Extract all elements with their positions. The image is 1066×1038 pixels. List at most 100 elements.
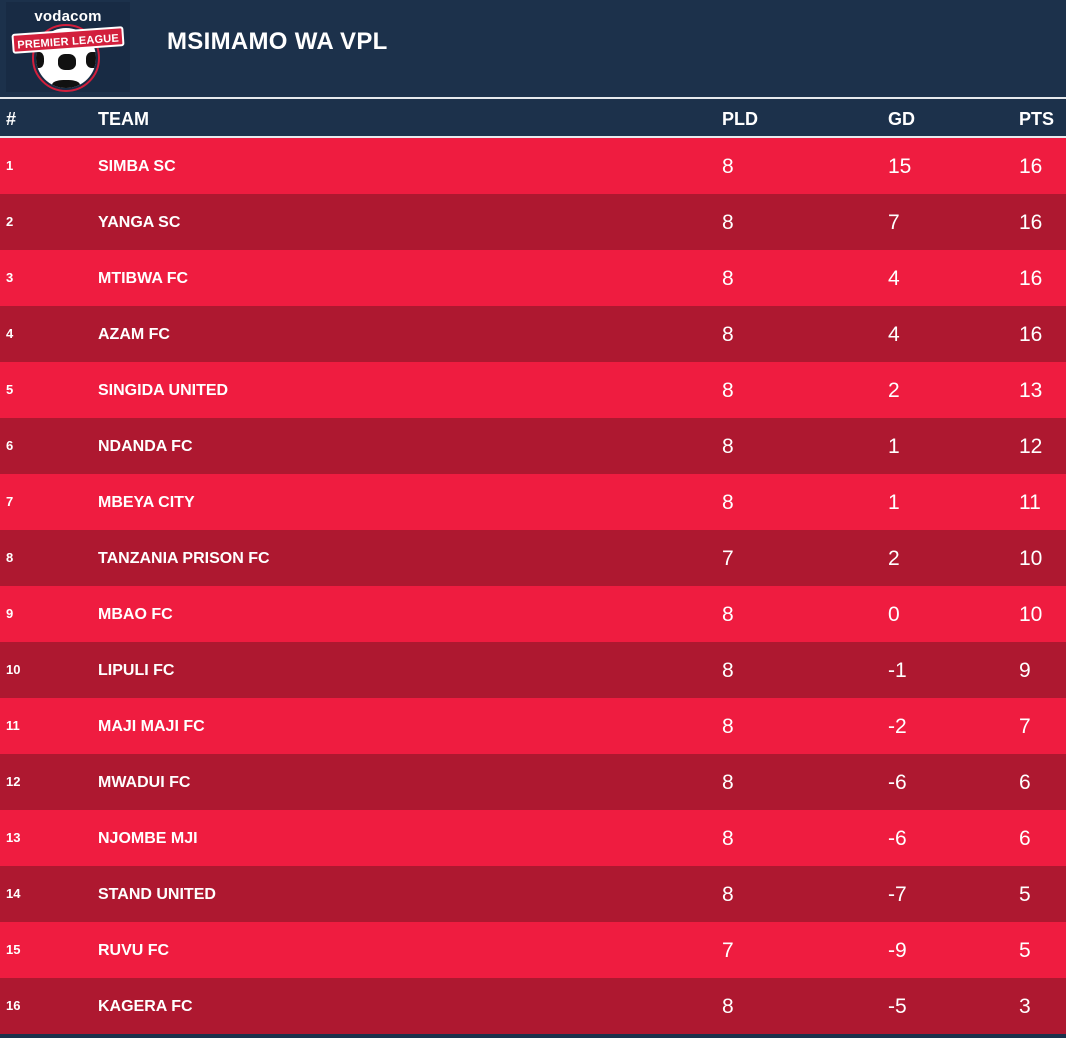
logo-banner: PREMIER LEAGUE <box>11 26 125 54</box>
table-header: # TEAM PLD GD PTS <box>0 97 1066 138</box>
row-team: KAGERA FC <box>98 998 193 1015</box>
row-pos: 8 <box>6 550 14 565</box>
row-pos: 16 <box>6 998 21 1013</box>
row-pld: 8 <box>722 323 734 346</box>
table-row: 6 NDANDA FC 8 1 12 <box>0 418 1066 474</box>
table-row: 12 MWADUI FC 8 -6 6 <box>0 754 1066 810</box>
table-row: 7 MBEYA CITY 8 1 11 <box>0 474 1066 530</box>
row-pts: 7 <box>1019 715 1031 738</box>
row-pos: 11 <box>6 718 20 733</box>
row-pld: 8 <box>722 155 734 178</box>
row-pos: 4 <box>6 326 14 341</box>
row-pld: 8 <box>722 379 734 402</box>
row-pld: 8 <box>722 211 734 234</box>
row-team: MWADUI FC <box>98 774 191 791</box>
row-team: NDANDA FC <box>98 438 193 455</box>
row-gd: 2 <box>888 547 900 570</box>
row-pos: 15 <box>6 942 21 957</box>
table-row: 10 LIPULI FC 8 -1 9 <box>0 642 1066 698</box>
row-pos: 1 <box>6 158 14 173</box>
row-team: MBEYA CITY <box>98 494 195 511</box>
row-pos: 10 <box>6 662 21 677</box>
row-gd: -7 <box>888 883 907 906</box>
row-pld: 8 <box>722 995 734 1018</box>
row-pld: 8 <box>722 267 734 290</box>
table-row: 9 MBAO FC 8 0 10 <box>0 586 1066 642</box>
row-pts: 10 <box>1019 547 1043 570</box>
row-pts: 13 <box>1019 379 1043 402</box>
row-team: MBAO FC <box>98 606 173 623</box>
row-gd: 15 <box>888 155 912 178</box>
row-team: LIPULI FC <box>98 662 175 679</box>
row-pts: 3 <box>1019 995 1031 1018</box>
row-pos: 7 <box>6 494 14 509</box>
row-team: MAJI MAJI FC <box>98 718 205 735</box>
row-pts: 6 <box>1019 771 1031 794</box>
header-pos: # <box>6 109 17 129</box>
row-pld: 8 <box>722 715 734 738</box>
row-gd: -1 <box>888 659 907 682</box>
row-pts: 5 <box>1019 939 1031 962</box>
table-row: 3 MTIBWA FC 8 4 16 <box>0 250 1066 306</box>
row-gd: 2 <box>888 379 900 402</box>
row-pts: 16 <box>1019 211 1043 234</box>
table-row: 5 SINGIDA UNITED 8 2 13 <box>0 362 1066 418</box>
row-pld: 7 <box>722 547 734 570</box>
row-team: SIMBA SC <box>98 158 176 175</box>
header-team: TEAM <box>98 109 149 129</box>
row-team: YANGA SC <box>98 214 181 231</box>
page-header: vodacom PREMIER LEAGUE MSIMAMO WA VPL <box>0 0 1066 97</box>
row-pts: 9 <box>1019 659 1031 682</box>
table-row: 13 NJOMBE MJI 8 -6 6 <box>0 810 1066 866</box>
row-team: SINGIDA UNITED <box>98 382 229 399</box>
row-gd: -9 <box>888 939 907 962</box>
row-pts: 10 <box>1019 603 1043 626</box>
row-pts: 5 <box>1019 883 1031 906</box>
row-pts: 6 <box>1019 827 1031 850</box>
row-gd: 1 <box>888 435 900 458</box>
row-team: RUVU FC <box>98 942 170 959</box>
row-pos: 3 <box>6 270 14 285</box>
logo-brand-text: vodacom <box>34 8 102 25</box>
row-pld: 8 <box>722 435 734 458</box>
header-pts: PTS <box>1019 109 1055 129</box>
league-logo: vodacom PREMIER LEAGUE <box>6 2 130 92</box>
row-gd: 0 <box>888 603 900 626</box>
row-pld: 8 <box>722 827 734 850</box>
row-gd: 7 <box>888 211 900 234</box>
header-pld: PLD <box>722 109 758 129</box>
row-gd: 1 <box>888 491 900 514</box>
row-team: NJOMBE MJI <box>98 830 198 847</box>
row-pos: 2 <box>6 214 14 229</box>
table-row: 4 AZAM FC 8 4 16 <box>0 306 1066 362</box>
row-gd: -5 <box>888 995 907 1018</box>
row-team: STAND UNITED <box>98 886 216 903</box>
row-pts: 11 <box>1019 491 1041 514</box>
row-pos: 14 <box>6 886 21 901</box>
row-gd: -2 <box>888 715 907 738</box>
row-gd: 4 <box>888 267 900 290</box>
row-team: TANZANIA PRISON FC <box>98 550 270 567</box>
row-pld: 8 <box>722 659 734 682</box>
row-pld: 8 <box>722 491 734 514</box>
row-pts: 16 <box>1019 323 1043 346</box>
row-gd: -6 <box>888 827 907 850</box>
table-row: 8 TANZANIA PRISON FC 7 2 10 <box>0 530 1066 586</box>
row-pos: 5 <box>6 382 14 397</box>
standings-table: 1 SIMBA SC 8 15 16 2 YANGA SC 8 7 16 3 M… <box>0 138 1066 1034</box>
row-team: AZAM FC <box>98 326 170 343</box>
row-pts: 16 <box>1019 267 1043 290</box>
table-row: 11 MAJI MAJI FC 8 -2 7 <box>0 698 1066 754</box>
row-pos: 13 <box>6 830 21 845</box>
table-row: 14 STAND UNITED 8 -7 5 <box>0 866 1066 922</box>
page-title: MSIMAMO WA VPL <box>167 28 388 55</box>
row-pts: 12 <box>1019 435 1043 458</box>
bottom-border <box>0 1034 1066 1038</box>
row-pld: 8 <box>722 771 734 794</box>
table-row: 15 RUVU FC 7 -9 5 <box>0 922 1066 978</box>
row-pos: 9 <box>6 606 14 621</box>
row-pld: 8 <box>722 603 734 626</box>
row-gd: -6 <box>888 771 907 794</box>
table-row: 16 KAGERA FC 8 -5 3 <box>0 978 1066 1034</box>
logo-ring <box>32 24 100 92</box>
